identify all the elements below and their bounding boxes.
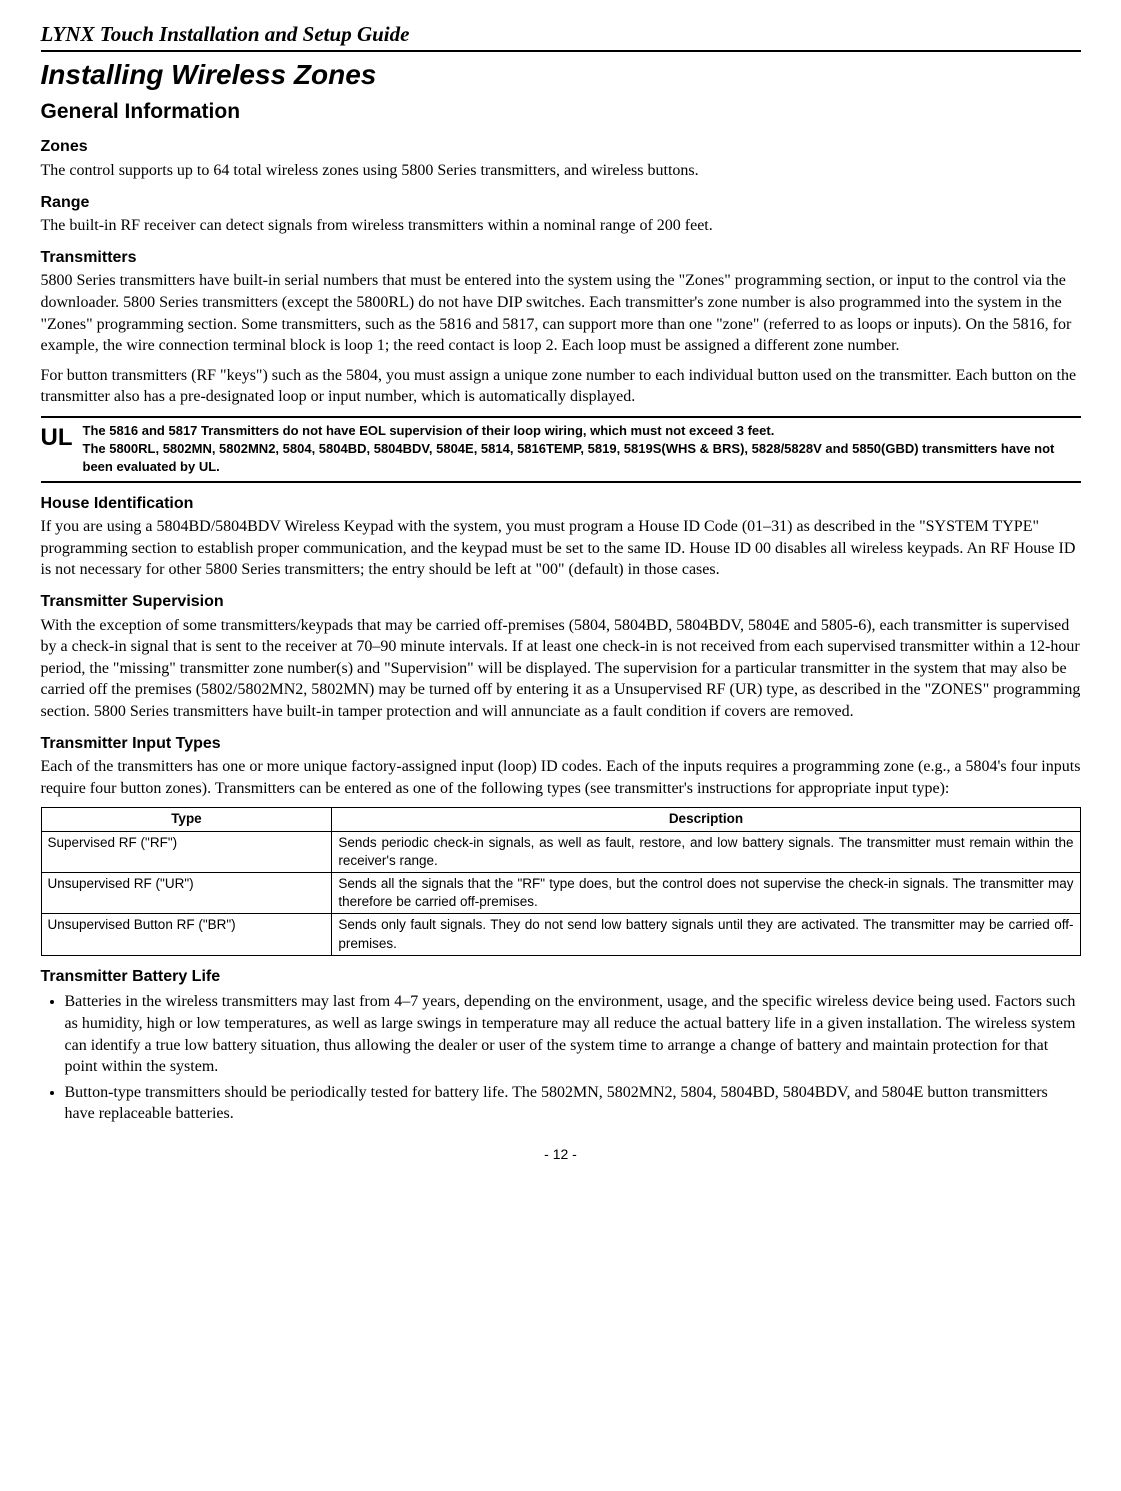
ul-text: The 5816 and 5817 Transmitters do not ha… (83, 422, 1081, 477)
page-footer: - 12 - (41, 1145, 1081, 1164)
td-type: Unsupervised Button RF ("BR") (41, 914, 332, 955)
page-title: Installing Wireless Zones (41, 56, 1081, 94)
td-type: Supervised RF ("RF") (41, 831, 332, 872)
table-header-row: Type Description (41, 808, 1080, 831)
zones-heading: Zones (41, 136, 1081, 158)
input-types-table: Type Description Supervised RF ("RF") Se… (41, 807, 1081, 956)
range-text: The built-in RF receiver can detect sign… (41, 215, 1081, 237)
supervision-heading: Transmitter Supervision (41, 591, 1081, 613)
input-types-intro: Each of the transmitters has one or more… (41, 756, 1081, 799)
house-heading: House Identification (41, 493, 1081, 515)
td-desc: Sends periodic check-in signals, as well… (332, 831, 1080, 872)
table-row: Unsupervised Button RF ("BR") Sends only… (41, 914, 1080, 955)
table-row: Supervised RF ("RF") Sends periodic chec… (41, 831, 1080, 872)
th-type: Type (41, 808, 332, 831)
table-row: Unsupervised RF ("UR") Sends all the sig… (41, 872, 1080, 913)
input-types-heading: Transmitter Input Types (41, 733, 1081, 755)
transmitters-p1: 5800 Series transmitters have built-in s… (41, 270, 1081, 356)
house-text: If you are using a 5804BD/5804BDV Wirele… (41, 516, 1081, 581)
doc-header: LYNX Touch Installation and Setup Guide (41, 20, 1081, 52)
td-desc: Sends only fault signals. They do not se… (332, 914, 1080, 955)
range-heading: Range (41, 192, 1081, 214)
transmitters-p2: For button transmitters (RF "keys") such… (41, 365, 1081, 408)
transmitters-heading: Transmitters (41, 247, 1081, 269)
list-item: Button-type transmitters should be perio… (65, 1082, 1081, 1125)
ul-line1: The 5816 and 5817 Transmitters do not ha… (83, 422, 1081, 440)
list-item: Batteries in the wireless transmitters m… (65, 991, 1081, 1077)
td-type: Unsupervised RF ("UR") (41, 872, 332, 913)
battery-heading: Transmitter Battery Life (41, 966, 1081, 988)
section-heading: General Information (41, 98, 1081, 126)
supervision-text: With the exception of some transmitters/… (41, 615, 1081, 723)
zones-text: The control supports up to 64 total wire… (41, 160, 1081, 182)
battery-bullets: Batteries in the wireless transmitters m… (41, 991, 1081, 1125)
th-desc: Description (332, 808, 1080, 831)
ul-label: UL (41, 422, 73, 450)
ul-notice: UL The 5816 and 5817 Transmitters do not… (41, 416, 1081, 483)
ul-line2: The 5800RL, 5802MN, 5802MN2, 5804, 5804B… (83, 440, 1081, 476)
td-desc: Sends all the signals that the "RF" type… (332, 872, 1080, 913)
